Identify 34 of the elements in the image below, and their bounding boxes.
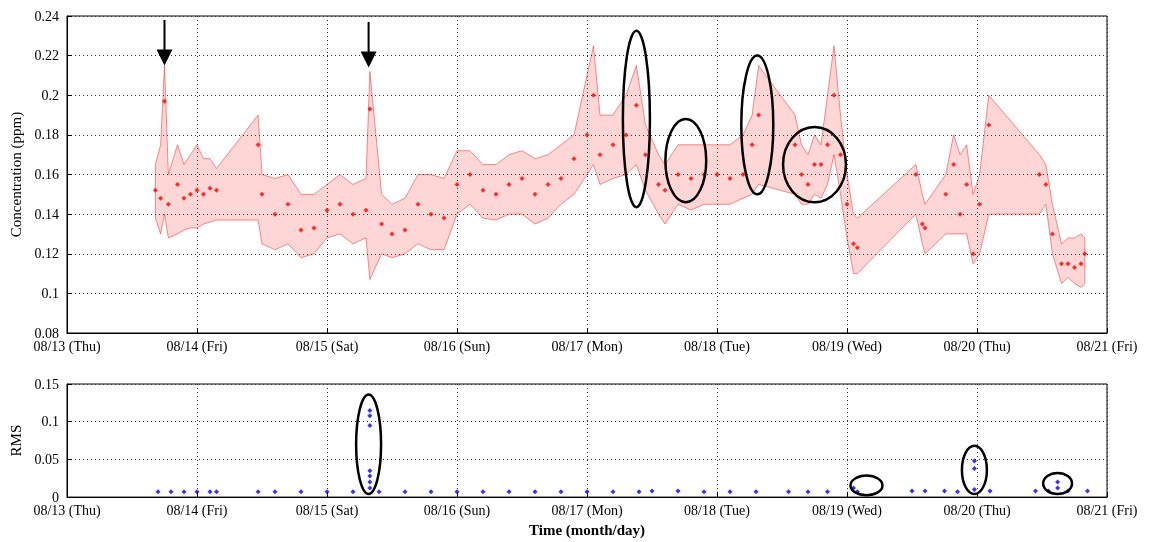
- y-tick-label: 0.05: [34, 451, 59, 467]
- y-tick-label: 0.22: [34, 48, 59, 64]
- y-tick-label: 0.18: [34, 127, 59, 143]
- y-tick-label: 0.14: [34, 206, 59, 222]
- x-tick-label: 08/18 (Tue): [684, 502, 751, 519]
- x-axis-title: Time (month/day): [529, 521, 645, 539]
- y-axis-title: Concentration (ppm): [7, 111, 25, 238]
- x-tick-label: 08/16 (Sun): [423, 338, 491, 355]
- x-tick-label: 08/13 (Thu): [33, 502, 101, 519]
- y-tick-label: 0.15: [34, 376, 59, 392]
- x-tick-label: 08/19 (Wed): [811, 502, 883, 519]
- y-tick-label: 0.2: [41, 87, 59, 103]
- x-tick-label: 08/13 (Thu): [33, 338, 101, 355]
- x-tick-label: 08/16 (Sun): [423, 502, 491, 519]
- y-tick-label: 0.1: [41, 414, 59, 430]
- y-tick-label: 0.12: [34, 246, 59, 262]
- x-tick-label: 08/21 (Fri): [1076, 338, 1138, 355]
- y-tick-label: 0: [52, 489, 59, 505]
- y-tick-label: 0.24: [34, 8, 59, 24]
- y-tick-label: 0.1: [41, 285, 59, 301]
- x-tick-label: 08/17 (Mon): [551, 502, 623, 519]
- y-axis-title: RMS: [7, 424, 24, 457]
- x-tick-label: 08/18 (Tue): [684, 338, 751, 355]
- x-tick-label: 08/17 (Mon): [551, 338, 623, 355]
- x-tick-label: 08/14 (Fri): [166, 502, 228, 519]
- y-tick-label: 0.16: [34, 167, 59, 182]
- x-tick-label: 08/20 (Thu): [943, 502, 1011, 519]
- x-tick-label: 08/15 (Sat): [295, 502, 359, 519]
- x-tick-label: 08/20 (Thu): [943, 338, 1011, 355]
- x-tick-label: 08/19 (Wed): [811, 338, 883, 355]
- x-tick-label: 08/15 (Sat): [295, 338, 359, 355]
- y-tick-label: 0.08: [34, 325, 59, 341]
- x-tick-label: 08/14 (Fri): [166, 338, 228, 355]
- x-tick-label: 08/21 (Fri): [1076, 502, 1138, 519]
